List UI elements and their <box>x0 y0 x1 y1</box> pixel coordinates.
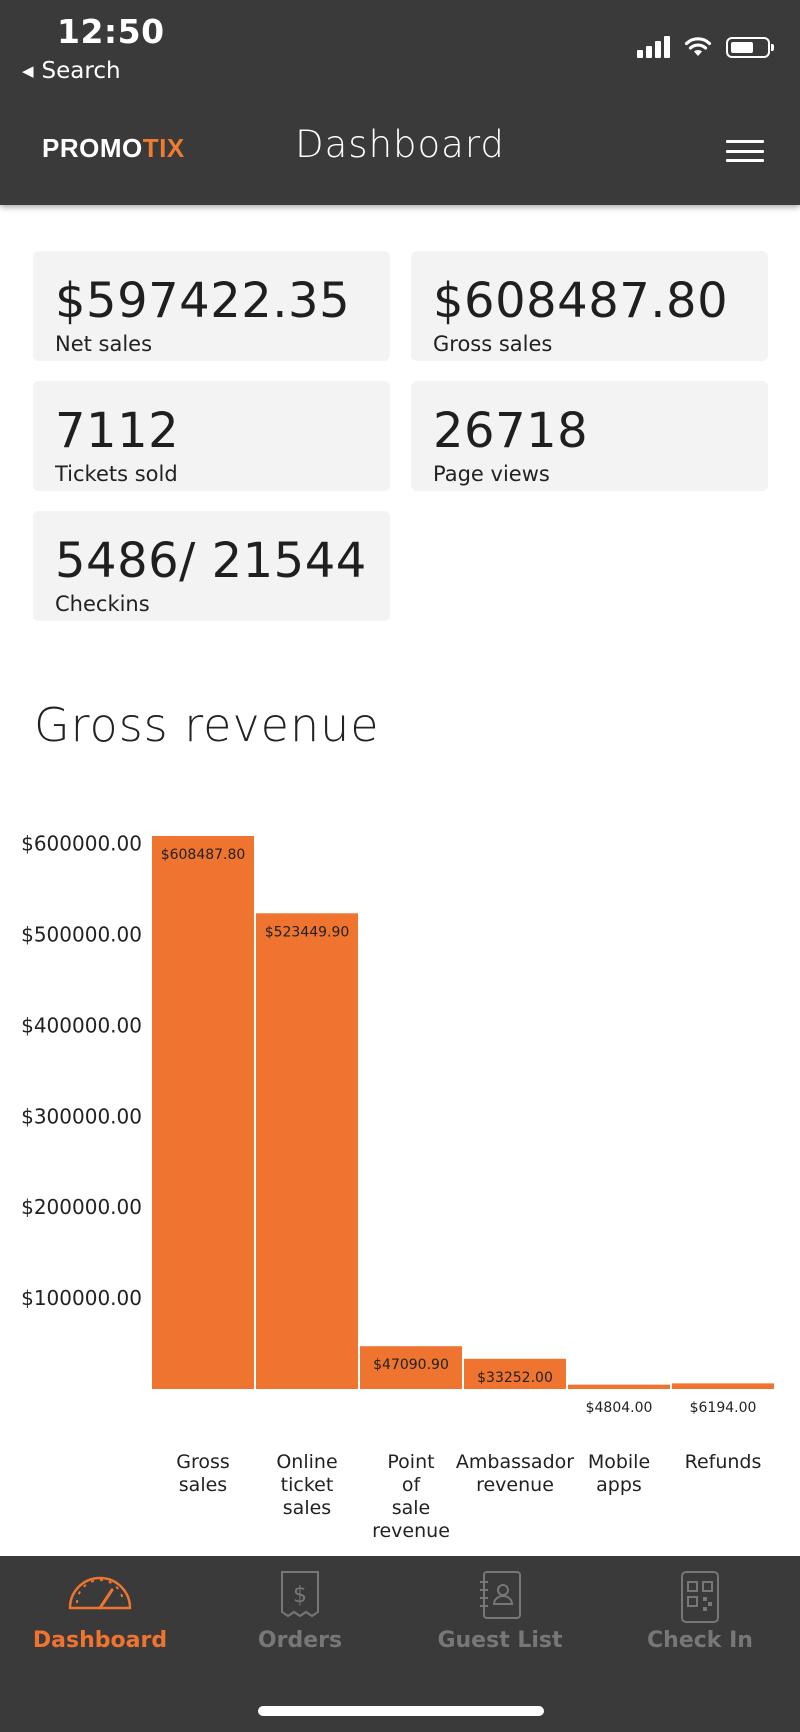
qr-phone-icon <box>681 1571 719 1623</box>
nav-dashboard-label: Dashboard <box>32 1628 168 1653</box>
bar[interactable] <box>672 1383 774 1389</box>
top-bar: 12:50 ◀ Search PROMOTIX Dashboard <box>0 0 800 205</box>
page-views-card: 26718 Page views <box>411 381 768 491</box>
x-category-label: Mobile <box>588 1451 650 1473</box>
x-category-label: Gross <box>176 1451 230 1473</box>
nav-orders-label: Orders <box>257 1628 343 1653</box>
bar-value-label: $6194.00 <box>690 1400 757 1416</box>
receipt-dollar-icon: $ <box>281 1571 319 1618</box>
battery-icon <box>726 36 774 58</box>
back-search-label: Search <box>41 58 121 84</box>
tickets-sold-label: Tickets sold <box>55 462 178 486</box>
contact-book-icon <box>480 1571 521 1619</box>
gross-revenue-chart: $100000.00 $200000.00 $300000.00 $400000.00… <box>21 832 774 1542</box>
net-sales-value: $597422.35 <box>55 273 351 329</box>
speedometer-icon <box>68 1576 132 1610</box>
bar[interactable] <box>464 1358 566 1389</box>
page-views-label: Page views <box>433 462 550 486</box>
x-category-label: sale <box>392 1497 431 1519</box>
nav-guest-list[interactable]: Guest List <box>400 1556 600 1676</box>
checkins-card: 5486/ 21544 Checkins <box>33 511 390 621</box>
gross-sales-label: Gross sales <box>433 332 553 356</box>
bar-value-label: $608487.80 <box>161 847 246 863</box>
checkins-value: 5486/ 21544 <box>55 533 367 589</box>
bar[interactable] <box>360 1346 462 1389</box>
back-triangle-icon: ◀ <box>22 62 34 80</box>
checkins-label: Checkins <box>55 592 150 616</box>
gross-sales-card: $608487.80 Gross sales <box>411 251 768 361</box>
x-category-label: of <box>402 1474 422 1496</box>
gross-revenue-title: Gross revenue <box>34 698 380 752</box>
bottom-navigation: Dashboard $ Orders Guest List <box>0 1556 800 1732</box>
gross-sales-value: $608487.80 <box>433 273 729 329</box>
x-category-label: sales <box>179 1474 227 1496</box>
x-category-label: Refunds <box>685 1451 762 1473</box>
nav-guest-list-label: Guest List <box>437 1628 563 1653</box>
bar-value-label: $33252.00 <box>477 1370 553 1386</box>
x-category-label: revenue <box>372 1520 450 1542</box>
y-tick-label: $600000.00 <box>21 832 142 856</box>
net-sales-card: $597422.35 Net sales <box>33 251 390 361</box>
y-tick-label: $300000.00 <box>21 1104 142 1128</box>
bar[interactable] <box>568 1384 670 1389</box>
y-tick-label: $200000.00 <box>21 1195 142 1219</box>
bar[interactable] <box>256 913 358 1389</box>
x-category-label: Ambassador <box>456 1451 574 1473</box>
tickets-sold-value: 7112 <box>55 403 180 459</box>
page-title: Dashboard <box>295 123 505 166</box>
signal-icon <box>637 36 670 58</box>
x-category-label: apps <box>596 1474 642 1496</box>
nav-check-in-label: Check In <box>647 1628 753 1653</box>
bar-value-label: $4804.00 <box>586 1400 653 1416</box>
status-icons <box>637 36 774 58</box>
x-category-label: revenue <box>476 1474 554 1496</box>
back-to-search-button[interactable]: ◀ Search <box>22 58 121 84</box>
net-sales-label: Net sales <box>55 332 153 356</box>
svg-text:$: $ <box>293 1583 307 1608</box>
status-time: 12:50 <box>57 12 165 51</box>
tickets-sold-card: 7112 Tickets sold <box>33 381 390 491</box>
bar-value-label: $523449.90 <box>265 924 350 940</box>
nav-orders[interactable]: $ Orders <box>200 1556 400 1676</box>
x-category-label: sales <box>283 1497 331 1519</box>
x-category-label: Online <box>276 1451 337 1473</box>
bar-value-label: $47090.90 <box>373 1357 449 1373</box>
home-indicator <box>258 1706 544 1716</box>
wifi-icon <box>684 37 712 56</box>
page-views-value: 26718 <box>433 403 589 459</box>
promotix-logo: PROMOTIX <box>42 133 185 163</box>
x-category-label: ticket <box>281 1474 334 1496</box>
hamburger-menu-icon[interactable] <box>726 140 764 162</box>
bar[interactable] <box>152 836 254 1389</box>
y-tick-label: $500000.00 <box>21 923 142 947</box>
y-tick-label: $400000.00 <box>21 1013 142 1037</box>
y-tick-label: $100000.00 <box>21 1286 142 1310</box>
nav-dashboard[interactable]: Dashboard <box>0 1556 200 1676</box>
x-category-label: Point <box>387 1451 434 1473</box>
nav-check-in[interactable]: Check In <box>600 1556 800 1676</box>
